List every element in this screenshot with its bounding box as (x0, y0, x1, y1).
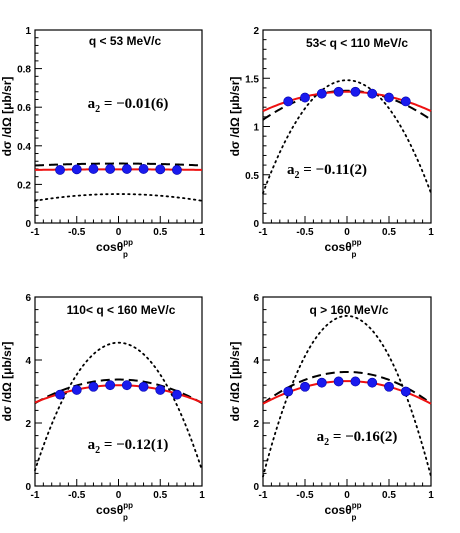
dotted-curve (34, 341, 203, 472)
data-point (300, 381, 310, 392)
y-tick-label: 1 (25, 26, 31, 37)
plot-frame (262, 29, 432, 224)
y-axis-label: dσ /dΩ [μb/sr] (0, 342, 14, 422)
y-tick-label: 0 (25, 219, 31, 230)
panel-1: -1 -0.5 0 0.5 1 0 0.2 0.4 0.6 0.8 1 q < 53 MeV/c a2 … (0, 26, 205, 259)
x-tick-label: -1 (31, 227, 40, 238)
x-tick-label: 0 (344, 490, 350, 501)
x-tick-label: 0 (116, 227, 122, 238)
y-tick-label: 0.8 (17, 65, 31, 76)
x-tick-label: -0.5 (296, 490, 314, 501)
y-tick-label: 0 (25, 482, 31, 493)
dashed-curve (262, 370, 432, 405)
data-point (283, 96, 294, 107)
data-point (55, 165, 65, 175)
y-tick-label: 6 (253, 293, 259, 304)
y-tick-label: 0 (253, 482, 259, 493)
y-tick-label: 2 (253, 26, 259, 37)
y-tick-label: 2 (25, 419, 31, 430)
y-axis-label: dσ /dΩ [μb/sr] (228, 342, 242, 422)
panel-title: 110< q < 160 MeV/c (67, 303, 176, 317)
data-point (121, 380, 132, 391)
data-point (384, 92, 394, 103)
y-axis-label: dσ /dΩ [μb/sr] (228, 77, 242, 157)
panel-2: -1 -0.5 0 0.5 1 0 0.5 1 1.5 2 53< q < 110 MeV/c a2 … (228, 26, 434, 259)
data-point (121, 164, 132, 174)
x-tick-label: -0.5 (68, 227, 86, 238)
x-tick-label: 1 (199, 227, 205, 238)
y-tick-label: 2 (253, 419, 259, 430)
fit-parameter-label: a2 = −0.01(6) (88, 96, 169, 115)
data-point (333, 376, 344, 387)
data-point (71, 385, 82, 395)
x-tick-label: -1 (259, 227, 268, 238)
fit-parameter-label: a2 = −0.12(1) (88, 437, 169, 456)
data-point (88, 381, 99, 392)
data-point (333, 86, 344, 97)
x-tick-label: -1 (31, 490, 40, 501)
x-tick-label: -0.5 (296, 227, 314, 238)
x-tick-label: -1 (259, 490, 268, 501)
x-tick-label: 0.5 (382, 490, 396, 501)
data-point (400, 96, 411, 107)
y-tick-label: 6 (25, 293, 31, 304)
data-point (300, 92, 310, 103)
x-tick-label: 1 (428, 227, 434, 238)
dashed-curve (34, 378, 203, 405)
y-tick-label: 0.6 (17, 103, 31, 114)
fit-parameter-label: a2 = −0.11(2) (287, 162, 367, 181)
x-tick-label: 0.5 (153, 227, 167, 238)
data-point (384, 381, 394, 392)
data-point (105, 164, 116, 174)
dotted-curve (262, 314, 432, 478)
data-point (350, 86, 361, 97)
x-axis-label: cosθpp p (325, 238, 362, 259)
data-point (400, 386, 411, 397)
x-tick-label: 1 (428, 490, 434, 501)
panel-title: q > 160 MeV/c (309, 303, 388, 317)
data-point (367, 88, 378, 99)
x-tick-label: 0.5 (382, 227, 396, 238)
x-tick-label: 0 (344, 227, 350, 238)
data-point (172, 389, 182, 400)
x-axis-label: cosθpp p (325, 501, 362, 522)
data-point (316, 377, 327, 388)
y-tick-label: 0.4 (17, 142, 31, 153)
fit-parameter-label: a2 = −0.16(2) (317, 429, 398, 448)
data-point (155, 164, 166, 175)
data-point (283, 386, 294, 397)
y-tick-label: 0.5 (245, 171, 259, 182)
data-point (88, 164, 99, 174)
data-point (55, 389, 65, 400)
data-point (350, 376, 361, 387)
x-axis-label: cosθpp p (96, 238, 133, 259)
y-tick-label: 0.2 (17, 180, 31, 191)
y-tick-label: 1 (253, 123, 259, 134)
x-axis-label: cosθpp p (96, 501, 133, 522)
data-point (138, 164, 149, 174)
y-tick-label: 0 (253, 219, 259, 230)
data-point (367, 377, 378, 388)
x-tick-label: 1 (199, 490, 205, 501)
y-tick-label: 4 (253, 356, 259, 367)
data-point (155, 385, 166, 395)
panel-4: -1 -0.5 0 0.5 1 0 2 4 6 q > 160 MeV/c a2 = −0.16(2… (228, 293, 434, 522)
y-tick-label: 1.5 (245, 74, 259, 85)
data-point (138, 381, 149, 392)
data-point (105, 380, 116, 391)
x-tick-label: 0.5 (153, 490, 167, 501)
y-tick-label: 4 (25, 356, 31, 367)
panel-title: 53< q < 110 MeV/c (306, 36, 408, 50)
dotted-curve (34, 193, 203, 202)
data-point (172, 165, 182, 175)
data-point (71, 164, 82, 175)
data-point (316, 88, 327, 99)
panel-3: -1 -0.5 0 0.5 1 0 2 4 6 110< q < 160 MeV/c a2 = −0… (0, 293, 205, 522)
x-tick-label: -0.5 (68, 490, 86, 501)
dotted-curve (262, 79, 432, 194)
y-axis-label: dσ /dΩ [μb/sr] (0, 77, 14, 157)
panel-title: q < 53 MeV/c (89, 34, 162, 48)
x-tick-label: 0 (116, 490, 122, 501)
